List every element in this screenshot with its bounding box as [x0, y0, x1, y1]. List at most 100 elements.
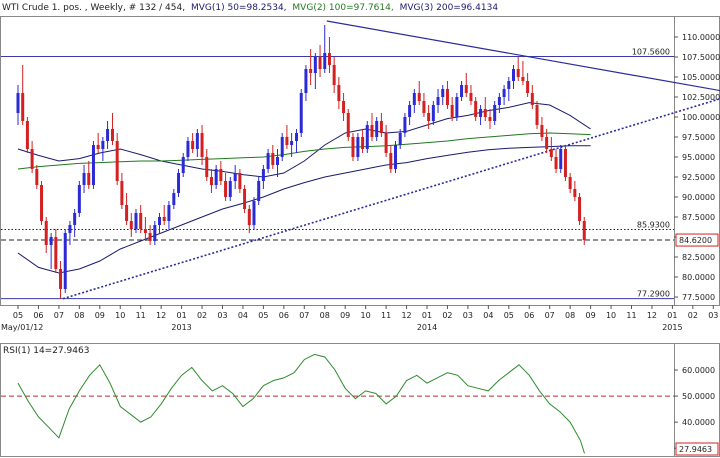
price-markers: 84.6200 [675, 233, 719, 247]
x-tick-label: 08 [74, 311, 84, 320]
candle-body [327, 53, 331, 65]
candle-body [40, 185, 44, 221]
candle-body [455, 97, 459, 117]
x-year-label: 2014 [417, 323, 437, 332]
y-tick-label: 107.5000 [682, 53, 720, 62]
rsi-tick-label: 60.0000 [682, 366, 715, 375]
candle-body [309, 69, 313, 73]
x-tick-label: 12 [647, 311, 657, 320]
header-mvg1: MVG(1) 50=98.2534, [191, 3, 287, 13]
candle-body [464, 85, 468, 93]
y-tick-label: 92.5000 [682, 173, 715, 182]
x-tick-label: 02 [688, 311, 698, 320]
candle-body [195, 133, 199, 149]
x-tick-label: 06 [33, 311, 43, 320]
candle-body [200, 133, 204, 157]
candle-body [172, 193, 176, 205]
candle-body [526, 81, 530, 93]
candle-body [422, 101, 426, 113]
candle-body [554, 157, 558, 169]
candle-body [44, 221, 48, 245]
candle-body [257, 181, 261, 201]
y-tick-label: 77.5000 [682, 293, 715, 302]
candle-body [535, 105, 539, 125]
candlesticks [16, 25, 586, 299]
candle-body [290, 141, 294, 145]
trendlines [62, 20, 720, 300]
candle-body [365, 125, 369, 149]
candle-body [30, 149, 34, 169]
rsi-header: RSI(1) 14=27.9463 [3, 346, 89, 356]
x-tick-label: 11 [626, 311, 636, 320]
x-tick-label: 02 [197, 311, 207, 320]
candle-body [101, 141, 105, 149]
x-tick-label: 01 [667, 311, 677, 320]
candle-body [59, 269, 63, 289]
x-tick-label: 01 [422, 311, 432, 320]
price-y-axis: 77.500080.000082.500085.000087.500090.00… [674, 33, 720, 302]
candle-body [445, 89, 449, 105]
candle-body [559, 149, 563, 169]
candle-body [181, 157, 185, 173]
x-year-label: May/01/12 [1, 323, 43, 332]
candle-body [285, 137, 289, 145]
candle-body [342, 101, 346, 113]
candle-body [379, 121, 383, 133]
rsi-last-label: 27.9463 [679, 445, 712, 454]
header-mvg2: MVG(2) 100=97.7614, [292, 3, 393, 13]
candle-body [408, 105, 412, 117]
candle-body [110, 129, 114, 141]
candle-body [49, 237, 53, 245]
level-label: 77.2900 [637, 290, 670, 299]
x-tick-label: 08 [320, 311, 330, 320]
trendline [326, 20, 720, 92]
header-mvg3: MVG(3) 200=96.4134 [400, 3, 499, 13]
x-tick-label: 05 [258, 311, 268, 320]
candle-body [356, 137, 360, 157]
x-tick-label: 03 [217, 311, 227, 320]
candle-body [394, 145, 398, 169]
candle-body [158, 217, 162, 225]
candle-body [115, 141, 119, 181]
candle-body [68, 225, 72, 233]
candle-body [483, 109, 487, 117]
candle-body [247, 209, 251, 225]
candle-body [545, 137, 549, 149]
candle-body [568, 177, 572, 189]
candle-body [243, 189, 247, 209]
candle-body [73, 213, 77, 225]
candle-body [77, 185, 81, 213]
price-levels: 107.5600 85.9300 77.2900 [1, 48, 674, 300]
candle-body [271, 153, 275, 165]
candle-body [398, 133, 402, 145]
y-tick-label: 95.0000 [682, 153, 715, 162]
candle-body [134, 213, 138, 229]
candle-body [323, 53, 327, 69]
candle-body [139, 213, 143, 229]
candle-body [252, 201, 256, 225]
y-tick-label: 80.0000 [682, 273, 715, 282]
x-year-label: 2015 [662, 323, 682, 332]
last-price-box [675, 233, 719, 247]
x-tick-label: 09 [340, 311, 350, 320]
candle-body [54, 237, 58, 269]
x-tick-label: 12 [401, 311, 411, 320]
candle-body [361, 137, 365, 149]
candle-body [224, 181, 228, 197]
candle-body [228, 181, 232, 197]
candle-body [540, 125, 544, 137]
trendline [62, 97, 720, 300]
y-tick-label: 102.5000 [682, 93, 720, 102]
candle-body [205, 157, 209, 177]
x-tick-label: 10 [606, 311, 616, 320]
candle-body [209, 177, 213, 185]
candle-body [219, 169, 223, 181]
candle-body [563, 149, 567, 177]
rsi-line [17, 353, 585, 454]
y-tick-label: 90.0000 [682, 193, 715, 202]
candle-body [493, 105, 497, 121]
x-tick-label: 09 [586, 311, 596, 320]
candle-body [441, 89, 445, 97]
candle-body [436, 97, 440, 105]
x-tick-label: 11 [136, 311, 146, 320]
